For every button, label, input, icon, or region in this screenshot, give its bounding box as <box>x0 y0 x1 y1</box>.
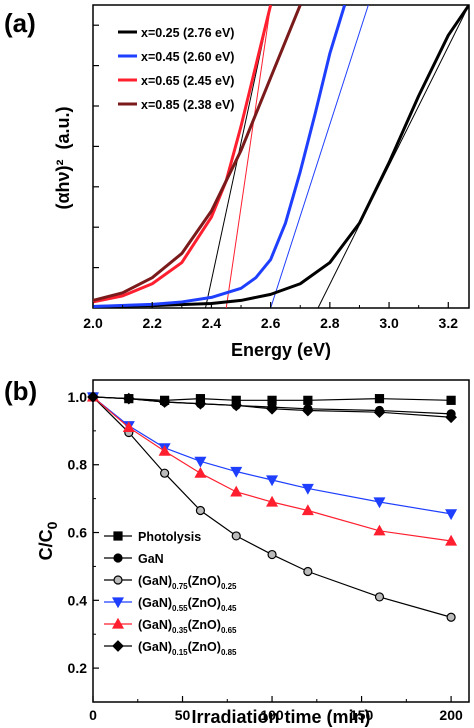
panel-a-tangent-line-0 <box>317 5 469 308</box>
panel-b-series-4-point <box>373 524 386 536</box>
panel-b-legend-marker-5 <box>112 640 124 652</box>
panel-b-series-2-point <box>195 505 206 516</box>
panel-a-xtick-label: 2.6 <box>261 315 281 331</box>
panel-b-series-2-point <box>446 612 456 622</box>
panel-a-xtick-label: 2.8 <box>320 315 340 331</box>
panel-b-series-2-point <box>267 549 277 560</box>
panel-b-series-line-4 <box>92 396 452 542</box>
panel-b-series-5-point <box>158 396 171 408</box>
panel-b-ytick-label: 1.0 <box>68 389 88 405</box>
panel-b-plot-frame <box>92 379 470 703</box>
panel-b-series-5-point <box>302 404 314 417</box>
panel-a-xtick-label: 2.2 <box>142 315 162 331</box>
panel-b-legend-label-3: (GaN)0.55(ZnO)0.45 <box>138 596 237 613</box>
panel-a-legend-label-2: x=0.65 (2.45 eV) <box>141 74 234 88</box>
panel-a-legend-label-1: x=0.45 (2.60 eV) <box>141 50 234 64</box>
panel-b-legend: Photolysis GaN (GaN)0.75(ZnO)0.25 (GaN)0.55… <box>104 530 237 657</box>
panel-b-series-2-point <box>303 566 313 577</box>
panel-a-series-line-1 <box>93 5 347 308</box>
panel-b-series-3-point <box>301 483 314 495</box>
panel-b-series-5-point <box>445 411 457 424</box>
panel-b-ylabel: C/C <box>36 529 56 560</box>
panel-a-tangent-line-1 <box>270 5 369 308</box>
panel-b-ylabel-sub: 0 <box>44 521 60 529</box>
panel-b-legend-label-2: (GaN)0.75(ZnO)0.25 <box>138 574 237 591</box>
panel-b-legend-label-5: (GaN)0.15(ZnO)0.85 <box>138 640 237 657</box>
panel-b-series-4-point <box>301 504 314 516</box>
panel-b-xtick-label: 0 <box>89 707 97 723</box>
panel-b-ytick-label: 0.4 <box>68 592 88 608</box>
panel-b-series-3-point <box>194 456 207 468</box>
panel-a-ylabel: (αhν)² <box>53 159 73 209</box>
panel-a-xtick-label: 2.0 <box>83 315 103 331</box>
panel-b-series-3-point <box>445 509 458 521</box>
panel-a-xtick-label: 3.0 <box>379 315 399 331</box>
panel-b-xtick-label: 100 <box>260 707 284 723</box>
panel-b-series-4-point <box>194 466 207 478</box>
panel-b-ytick-label: 0.2 <box>68 660 88 676</box>
panel-b-series-4-point <box>158 444 171 456</box>
panel-b-series-4-point <box>230 485 243 497</box>
panel-a-legend-label-0: x=0.25 (2.76 eV) <box>141 26 234 40</box>
panel-b-legend-marker-2 <box>113 575 123 585</box>
panel-b-series-2-point <box>160 468 170 478</box>
panel-b-series-4-point <box>122 421 135 433</box>
panel-a: (a) 2.0 2.2 2.4 2.6 2.8 3.0 3.2 Energy (eV) (α… <box>4 4 470 360</box>
panel-b-legend-label-4: (GaN)0.35(ZnO)0.65 <box>138 618 237 635</box>
panel-a-plot-frame <box>92 4 470 309</box>
panel-a-ylabel-unit: (a.u.) <box>53 106 73 149</box>
panel-b-series-4-point <box>445 534 458 546</box>
panel-b-legend-label-1: GaN <box>138 552 164 566</box>
panel-b-series-3-point <box>266 475 279 487</box>
panel-a-legend-label-3: x=0.85 (2.38 eV) <box>141 98 234 112</box>
panel-b-series-0-point <box>303 395 313 405</box>
panel-a-series-line-2 <box>93 5 273 304</box>
panel-b-legend-marker-3 <box>111 597 125 609</box>
panel-a-ylabel-group: (αhν)² (a.u.) <box>53 106 73 209</box>
panel-b-legend-marker-0 <box>113 531 123 541</box>
panel-b-series-0-point <box>446 395 456 405</box>
panel-b-legend-marker-1 <box>113 553 123 563</box>
panel-b-ylabel-group: C/C0 <box>36 521 60 560</box>
panel-b-series-3-point <box>373 497 386 509</box>
panel-b-series-0-point <box>374 394 385 404</box>
panel-b-series-5-point <box>373 406 386 419</box>
panel-a-tangent-line-2 <box>225 5 272 308</box>
panel-b-xtick-label: 150 <box>350 707 374 723</box>
panel-b-xlabel: Irradiation time (min) <box>191 707 370 727</box>
panel-b-xtick-label: 50 <box>175 707 191 723</box>
panel-b-series-2-point <box>231 531 241 541</box>
panel-b-series-5-point <box>122 392 135 405</box>
panel-b: (b) 0 50 100 150 200 0.2 0.4 0.6 0.8 1.0 Irradia… <box>4 376 470 727</box>
panel-a-xtick-label: 2.4 <box>202 315 222 331</box>
panel-b-legend-marker-4 <box>111 617 125 629</box>
panel-a-label: (a) <box>4 8 36 38</box>
panel-b-legend-label-0: Photolysis <box>138 530 201 544</box>
panel-b-series-5-point <box>230 399 243 412</box>
panel-a-legend: x=0.25 (2.76 eV) x=0.45 (2.60 eV) x=0.65 (… <box>118 26 234 112</box>
panel-a-xtick-label: 3.2 <box>439 315 459 331</box>
panel-a-series-line-0 <box>93 5 469 308</box>
panel-b-series-4-point <box>266 495 279 507</box>
panel-b-series-2-point <box>374 592 385 602</box>
panel-b-series-5-point <box>194 397 207 410</box>
panel-a-xlabel: Energy (eV) <box>231 340 331 360</box>
panel-b-series-5-point <box>266 402 278 415</box>
panel-b-ytick-label: 0.6 <box>68 525 88 541</box>
panel-b-series-3-point <box>230 466 243 478</box>
panel-b-label: (b) <box>4 376 37 406</box>
panel-b-xtick-label: 200 <box>439 707 463 723</box>
panel-b-ytick-label: 0.8 <box>68 457 88 473</box>
panel-a-series-line-3 <box>93 5 302 302</box>
